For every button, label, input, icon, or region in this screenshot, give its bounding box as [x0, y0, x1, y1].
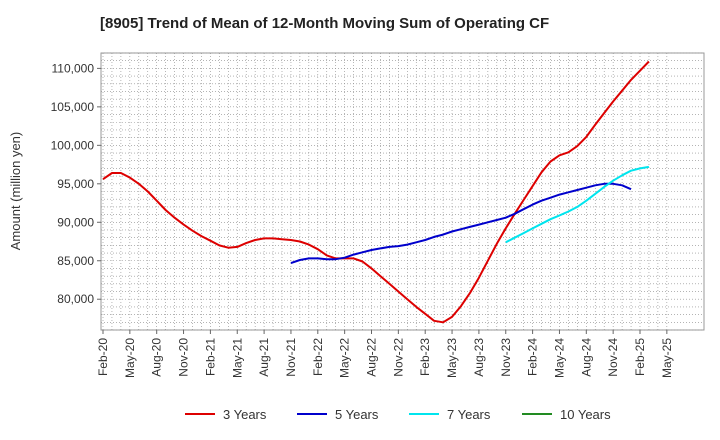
- x-tick-label: Feb-23: [418, 338, 432, 376]
- x-axis: Feb-20 May-20 Aug-20 Nov-20 Feb-21 May-21 Aug-…: [96, 330, 674, 378]
- legend-label: 3 Years: [223, 407, 267, 422]
- legend-label: 10 Years: [560, 407, 611, 422]
- x-tick-label: Nov-21: [284, 338, 298, 377]
- x-tick-label: Nov-24: [606, 338, 620, 377]
- x-tick-label: May-23: [445, 338, 459, 378]
- x-tick-label: Aug-20: [150, 338, 164, 377]
- x-tick-label: Aug-24: [579, 338, 593, 377]
- x-tick-label: Aug-21: [257, 338, 271, 377]
- y-tick-label: 100,000: [51, 138, 95, 152]
- x-tick-label: Feb-22: [311, 338, 325, 376]
- y-axis: 80,000 85,000 90,000 95,000 100,000 105,000 11…: [51, 61, 101, 306]
- legend-label: 5 Years: [335, 407, 379, 422]
- y-tick-label: 90,000: [57, 215, 94, 229]
- legend-label: 7 Years: [447, 407, 491, 422]
- x-tick-label: May-24: [552, 338, 566, 378]
- y-axis-label: Amount (million yen): [8, 132, 23, 251]
- x-tick-label: May-22: [338, 338, 352, 378]
- series-line-7-years: [505, 165, 650, 244]
- series-line-5-years: [290, 182, 632, 265]
- x-tick-label: Aug-23: [472, 338, 486, 377]
- series-line-3-years: [102, 60, 650, 324]
- x-tick-label: May-20: [123, 338, 137, 378]
- y-tick-label: 105,000: [51, 100, 95, 114]
- x-tick-label: Feb-24: [526, 338, 540, 376]
- x-tick-label: Nov-20: [177, 338, 191, 377]
- x-tick-label: Aug-22: [365, 338, 379, 377]
- x-tick-label: May-25: [660, 338, 674, 378]
- x-tick-label: May-21: [230, 338, 244, 378]
- x-tick-label: Nov-22: [391, 338, 405, 377]
- x-tick-label: Nov-23: [499, 338, 513, 377]
- series-lines: [102, 60, 650, 324]
- x-tick-label: Feb-20: [96, 338, 110, 376]
- x-tick-label: Feb-21: [203, 338, 217, 376]
- y-tick-label: 110,000: [52, 61, 95, 75]
- x-tick-label: Feb-25: [633, 338, 647, 376]
- grid: [101, 52, 704, 331]
- y-tick-label: 80,000: [57, 292, 94, 306]
- chart-title: [8905] Trend of Mean of 12-Month Moving …: [100, 15, 549, 32]
- legend: 3 Years 5 Years 7 Years 10 Years: [185, 407, 611, 422]
- y-tick-label: 85,000: [57, 254, 94, 268]
- y-tick-label: 95,000: [57, 177, 94, 191]
